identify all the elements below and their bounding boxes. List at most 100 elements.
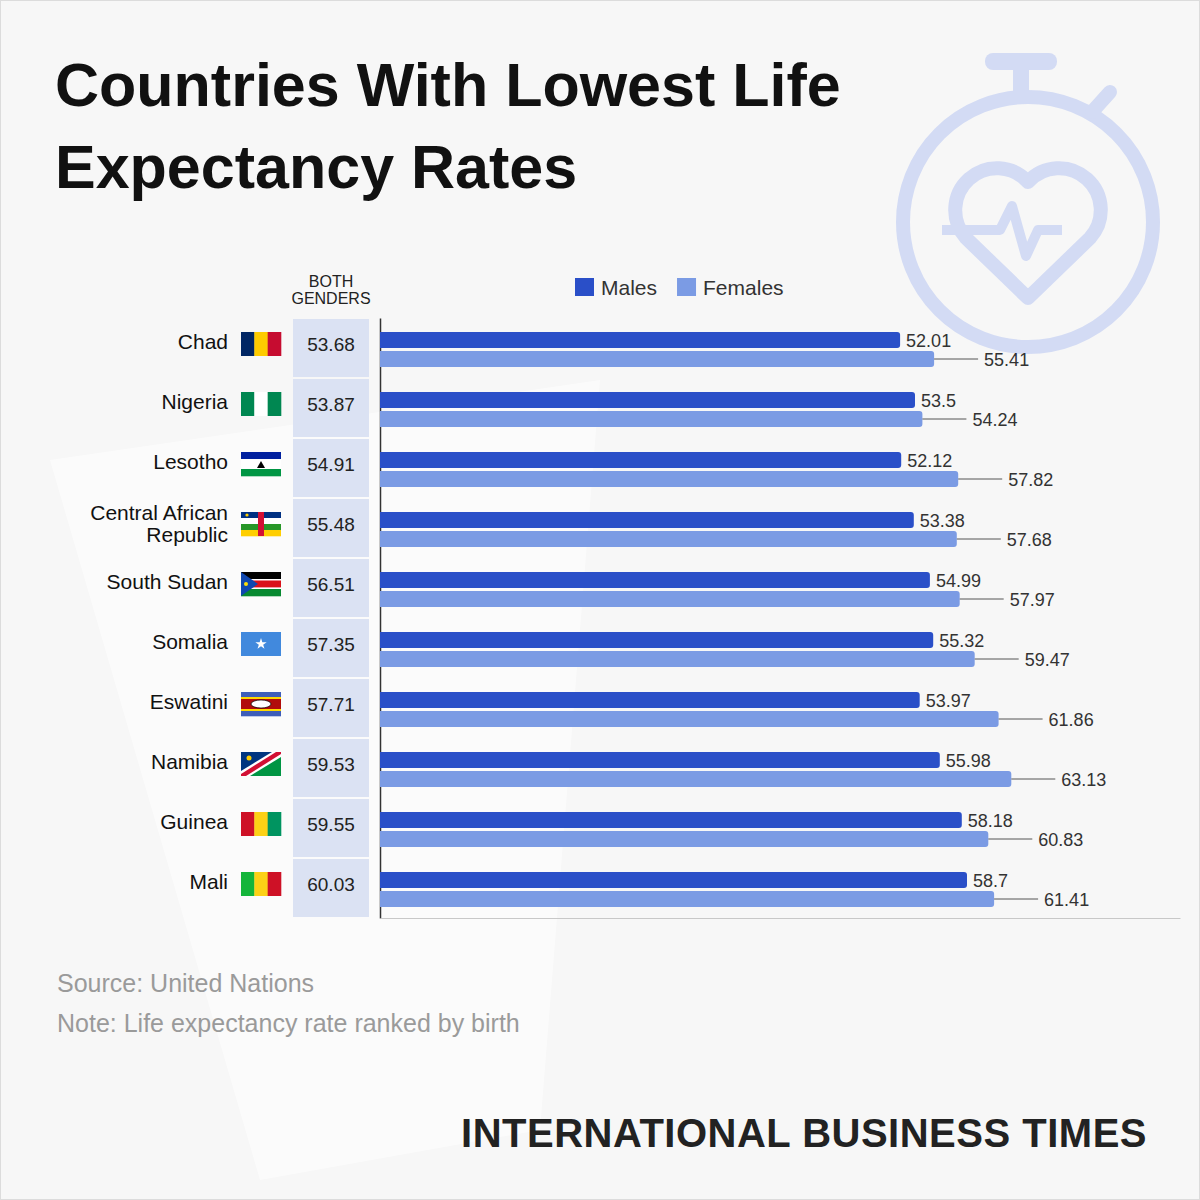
column-cell (293, 679, 369, 737)
bar (380, 411, 922, 427)
flag (241, 572, 281, 596)
category-label: Mali (189, 870, 228, 893)
note: Note: Life expectancy rate ranked by bir… (57, 1009, 520, 1037)
data-label: 53.38 (920, 511, 965, 531)
flag-part (241, 752, 281, 776)
column-value: 60.03 (307, 874, 355, 895)
bar (380, 572, 930, 588)
background (1, 1, 1200, 1200)
leader-line (999, 719, 1043, 720)
leader-line (957, 539, 1001, 540)
flag-part (241, 699, 281, 709)
leader-line (922, 419, 966, 420)
flag-part (241, 697, 281, 699)
data-label: 54.24 (972, 410, 1017, 430)
data-label: 55.32 (939, 631, 984, 651)
title: Countries With Lowest LifeExpectancy Rat… (55, 51, 841, 201)
flag-part (241, 872, 255, 896)
leader-line (960, 599, 1004, 600)
chart-svg: Countries With Lowest LifeExpectancy Rat… (0, 0, 1200, 1200)
column-value: 57.71 (307, 694, 355, 715)
bar (380, 332, 900, 348)
icon-button (1092, 92, 1110, 112)
data-label: 63.13 (1061, 770, 1106, 790)
column-cell (293, 499, 369, 557)
leader-line (958, 479, 1002, 480)
flag (241, 392, 281, 416)
flag (241, 812, 281, 836)
column-value: 59.53 (307, 754, 355, 775)
legend-swatch (575, 278, 594, 296)
category-label: Chad (178, 330, 228, 353)
flag-part (268, 392, 282, 416)
flag-part (241, 711, 281, 716)
flag-part (241, 452, 281, 459)
column-value: 53.87 (307, 394, 355, 415)
y-axis (380, 319, 382, 919)
bar (380, 531, 957, 547)
flag-part (257, 461, 265, 468)
data-label: 55.98 (946, 751, 991, 771)
column-cell (293, 319, 369, 377)
data-label: 53.97 (926, 691, 971, 711)
bar (380, 392, 915, 408)
chart-root: Countries With Lowest LifeExpectancy Rat… (0, 0, 1200, 1200)
data-label: 60.83 (1038, 830, 1083, 850)
category-label: Lesotho (153, 450, 228, 473)
data-label: 52.12 (907, 451, 952, 471)
flag-part (241, 459, 281, 469)
flag-part (254, 812, 268, 836)
column-cell (293, 739, 369, 797)
flag-part (241, 392, 255, 416)
column-value: 53.68 (307, 334, 355, 355)
x-axis (381, 918, 1181, 919)
icon-pulse (942, 206, 1062, 256)
column-value: 55.48 (307, 514, 355, 535)
legend-swatch (677, 278, 696, 296)
leader-line (1011, 779, 1055, 780)
leader-line (994, 899, 1038, 900)
category-label: Namibia (151, 750, 228, 773)
bar (380, 831, 988, 847)
category-labels: ChadNigeriaLesothoCentral AfricanRepubli… (90, 330, 228, 893)
flag (241, 332, 281, 356)
bar (380, 632, 933, 648)
y-axis-line (380, 319, 382, 919)
bar (380, 452, 901, 468)
data-label: 55.41 (984, 350, 1029, 370)
bar (380, 591, 960, 607)
bar (380, 711, 999, 727)
column-cell (293, 439, 369, 497)
flag-part (241, 469, 281, 476)
data-label: 54.99 (936, 571, 981, 591)
source: Source: United Nations (57, 969, 314, 997)
data-label: 58.7 (973, 871, 1008, 891)
flag (241, 692, 281, 716)
flag-part (241, 752, 281, 776)
column-cell (293, 379, 369, 437)
category-label: South Sudan (107, 570, 228, 593)
data-label: 61.41 (1044, 890, 1089, 910)
data-label: 59.47 (1025, 650, 1070, 670)
flag-part (241, 332, 255, 356)
column-value: 54.91 (307, 454, 355, 475)
flag-part (241, 632, 281, 656)
bar (380, 471, 958, 487)
data-labels: 52.0153.552.1253.3854.9955.3253.9755.985… (906, 331, 1106, 910)
bar (380, 872, 967, 888)
icon-ring (903, 97, 1153, 347)
stopwatch-icon (903, 53, 1153, 347)
flag-part (254, 872, 268, 896)
category-label: Guinea (160, 810, 228, 833)
category-label: Nigeria (161, 390, 228, 413)
data-label: 57.82 (1008, 470, 1053, 490)
legend-label: Females (703, 276, 784, 299)
column-value: 56.51 (307, 574, 355, 595)
flag-part (254, 392, 268, 416)
x-axis-line (381, 918, 1181, 919)
flag-part (244, 582, 248, 586)
icon-stem (1013, 68, 1029, 96)
data-label: 52.01 (906, 331, 951, 351)
bar (380, 891, 994, 907)
category-label: Eswatini (150, 690, 228, 713)
